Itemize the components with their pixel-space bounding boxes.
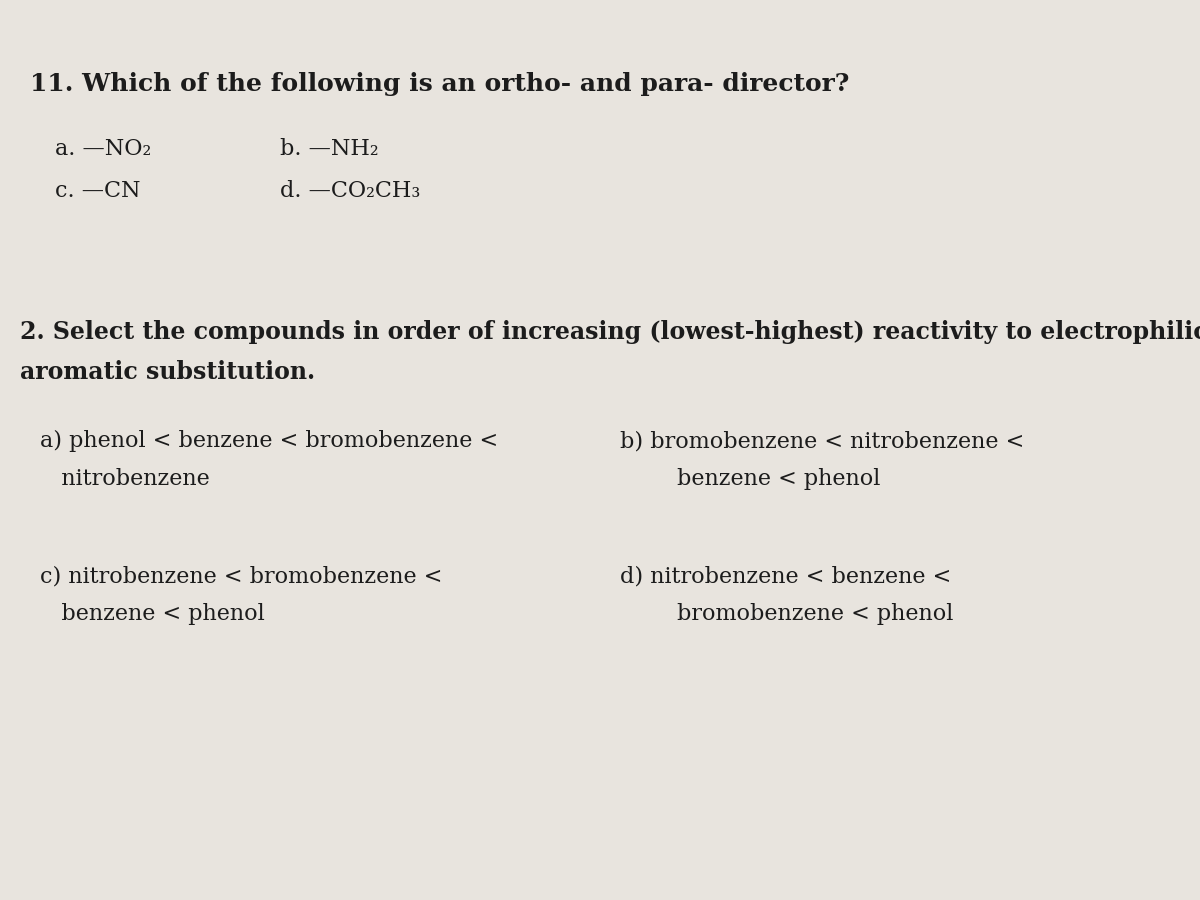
Text: nitrobenzene: nitrobenzene [40, 468, 210, 490]
Text: c. —CN: c. —CN [55, 180, 140, 202]
Text: benzene < phenol: benzene < phenol [40, 603, 265, 625]
Text: d. —CO₂CH₃: d. —CO₂CH₃ [280, 180, 420, 202]
Text: a. —NO₂: a. —NO₂ [55, 138, 151, 160]
Text: bromobenzene < phenol: bromobenzene < phenol [620, 603, 953, 625]
Text: 11. Which of the following is an ortho- and para- director?: 11. Which of the following is an ortho- … [30, 72, 850, 96]
Text: d) nitrobenzene < benzene <: d) nitrobenzene < benzene < [620, 565, 952, 587]
Text: 2. Select the compounds in order of increasing (lowest-highest) reactivity to el: 2. Select the compounds in order of incr… [20, 320, 1200, 344]
Text: b. —NH₂: b. —NH₂ [280, 138, 379, 160]
Text: a) phenol < benzene < bromobenzene <: a) phenol < benzene < bromobenzene < [40, 430, 498, 452]
Text: benzene < phenol: benzene < phenol [620, 468, 881, 490]
Text: aromatic substitution.: aromatic substitution. [20, 360, 316, 384]
Text: c) nitrobenzene < bromobenzene <: c) nitrobenzene < bromobenzene < [40, 565, 443, 587]
Text: b) bromobenzene < nitrobenzene <: b) bromobenzene < nitrobenzene < [620, 430, 1025, 452]
